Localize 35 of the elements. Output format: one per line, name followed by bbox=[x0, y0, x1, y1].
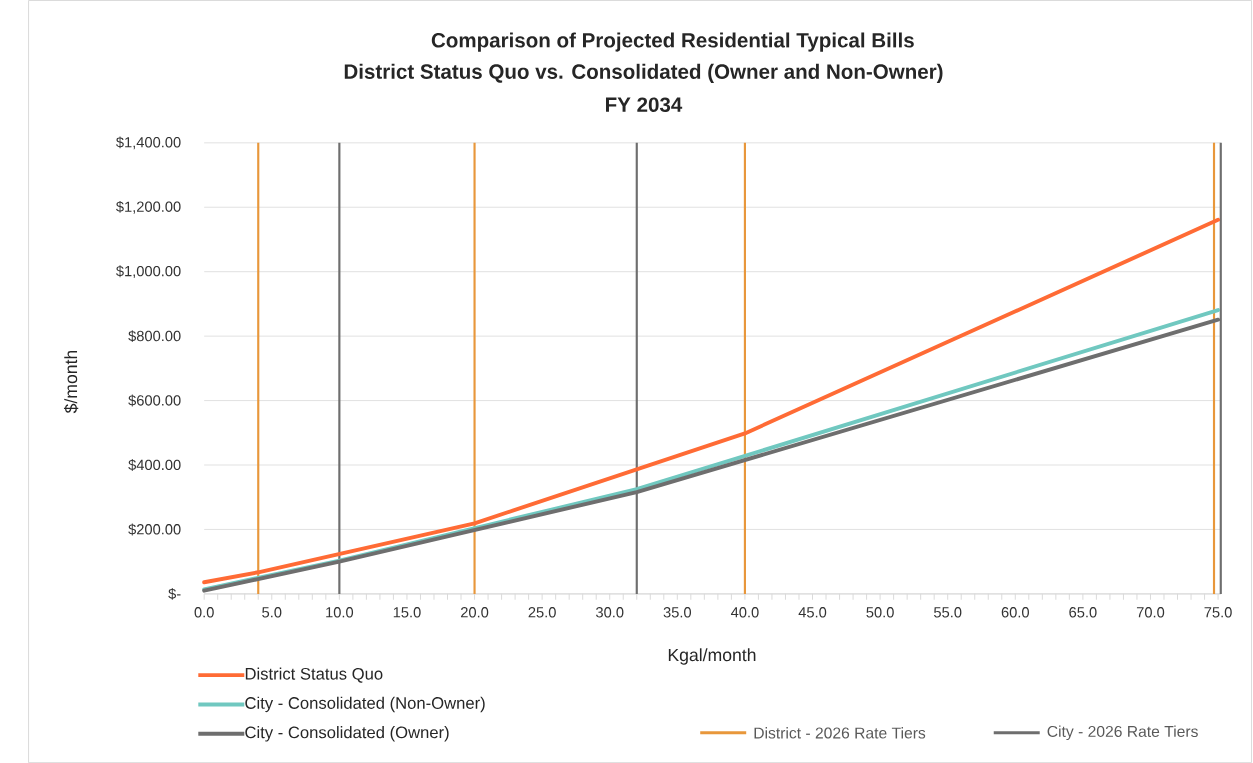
y-tick-label: $- bbox=[168, 587, 181, 600]
y-tick-label: $200.00 bbox=[128, 523, 181, 536]
legend-label: City - 2026 Rate Tiers bbox=[1047, 725, 1198, 741]
y-tick-label: $1,400.00 bbox=[116, 136, 181, 150]
x-tick-label: 45.0 bbox=[798, 607, 827, 618]
x-tick-label: 30.0 bbox=[596, 607, 624, 618]
y-tick-label: $600.00 bbox=[128, 394, 181, 407]
chart-title: Comparison of Projected Residential Typical Bills bbox=[431, 32, 914, 52]
x-tick-label: 20.0 bbox=[461, 607, 489, 618]
x-tick-label: 10.0 bbox=[326, 607, 354, 618]
x-tick-label: 15.0 bbox=[393, 607, 421, 618]
legend-label: District - 2026 Rate Tiers bbox=[754, 727, 926, 739]
x-tick-label: 35.0 bbox=[663, 607, 692, 618]
x-tick-label: 75.0 bbox=[1204, 607, 1232, 618]
legend-label: City - Consolidated (Owner) bbox=[245, 725, 449, 742]
x-tick-label: 40.0 bbox=[730, 607, 759, 618]
x-tick-label: 0.0 bbox=[194, 607, 214, 618]
x-tick-label: 70.0 bbox=[1136, 607, 1165, 618]
y-tick-label: $800.00 bbox=[128, 330, 181, 343]
x-tick-label: 5.0 bbox=[262, 607, 282, 618]
y-tick-label: $1,200.00 bbox=[116, 200, 181, 214]
x-tick-label: 25.0 bbox=[528, 607, 556, 618]
legend-label: City - Consolidated (Non-Owner) bbox=[245, 696, 485, 713]
line-series bbox=[202, 217, 1221, 585]
x-tick-label: 55.0 bbox=[934, 607, 962, 618]
x-tick-label: 65.0 bbox=[1069, 607, 1097, 618]
x-axis-title: Kgal/month bbox=[668, 648, 756, 665]
y-tick-label: $400.00 bbox=[128, 459, 181, 471]
y-tick-label: $1,000.00 bbox=[116, 265, 181, 279]
y-axis-title: $/month bbox=[63, 350, 79, 414]
chart-subtitle: District Status Quo vs. Consolidated (Owner and Non-Owner) bbox=[344, 63, 943, 83]
x-tick-label: 60.0 bbox=[1001, 607, 1029, 618]
text: FY 2034 bbox=[606, 97, 683, 112]
legend-label: District Status Quo bbox=[245, 667, 383, 683]
x-tick-label: 50.0 bbox=[866, 607, 894, 618]
